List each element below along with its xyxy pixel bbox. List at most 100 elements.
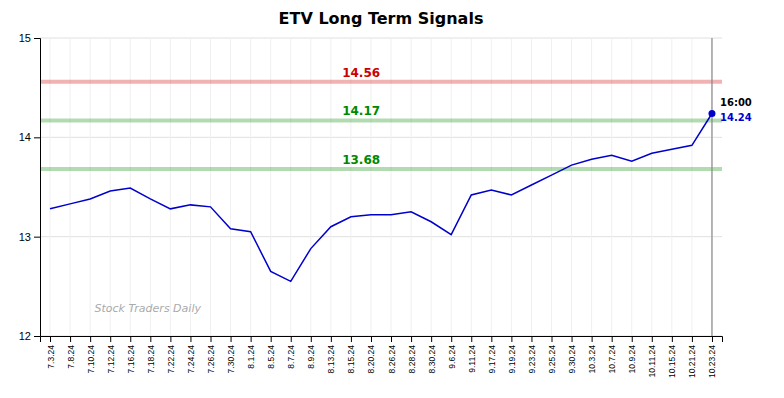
tick-mark <box>391 336 392 342</box>
tick: 7.26.24 <box>206 336 216 373</box>
tick: 9.25.24 <box>547 336 557 373</box>
tick-mark <box>712 336 713 342</box>
tick-label: 8.5.24 <box>266 345 276 369</box>
tick-label: 7.18.24 <box>146 345 156 374</box>
tick-label: 7.10.24 <box>86 345 96 374</box>
tick: 7.8.24 <box>66 336 76 369</box>
tick-label: 7.16.24 <box>126 345 136 374</box>
tick-mark <box>231 336 232 342</box>
tick-label: 9.30.24 <box>567 345 577 374</box>
last-marker-line <box>711 38 712 336</box>
tick: 10.23.24 <box>707 336 717 378</box>
tick-label: 12 <box>19 330 31 342</box>
watermark: Stock Traders Daily <box>95 302 202 315</box>
tick-mark <box>331 336 332 342</box>
tick-label: 8.30.24 <box>427 345 437 374</box>
tick: 8.13.24 <box>326 336 336 373</box>
tick: 9.6.24 <box>447 336 457 369</box>
tick-label: 7.30.24 <box>226 345 236 374</box>
tick-label: 8.7.24 <box>286 345 296 369</box>
signal-label: 14.17 <box>342 104 380 118</box>
tick-mark <box>34 137 40 138</box>
tick: 7.10.24 <box>86 336 96 373</box>
grid-line <box>40 38 722 39</box>
tick: 8.20.24 <box>366 336 376 373</box>
tick-label: 7.24.24 <box>186 345 196 374</box>
tick-label: 8.20.24 <box>366 345 376 374</box>
tick-mark <box>34 336 40 337</box>
tick-mark <box>491 336 492 342</box>
tick-mark <box>511 336 512 342</box>
tick-mark <box>451 336 452 342</box>
tick-mark <box>251 336 252 342</box>
tick-mark <box>411 336 412 342</box>
tick-mark <box>351 336 352 342</box>
tick-mark <box>652 336 653 342</box>
signal-band <box>40 80 722 84</box>
grid-line <box>40 137 722 138</box>
tick-label: 9.17.24 <box>487 345 497 374</box>
marks <box>40 38 722 336</box>
tick: 10.7.24 <box>607 336 617 373</box>
tick: 8.9.24 <box>306 336 316 369</box>
grid-line <box>711 38 712 336</box>
tick-mark <box>90 336 91 342</box>
tick-label: 10.15.24 <box>667 345 677 378</box>
tick: 13 <box>19 231 40 243</box>
tick-label: 9.11.24 <box>467 345 477 373</box>
last-point <box>708 110 715 117</box>
tick-mark <box>552 336 553 342</box>
tick-mark <box>34 38 40 39</box>
tick-label: 10.11.24 <box>647 345 657 378</box>
tick: 7.18.24 <box>146 336 156 373</box>
title: ETV Long Term Signals <box>279 9 484 28</box>
tick: 8.15.24 <box>346 336 356 373</box>
tick-label: 9.6.24 <box>447 345 457 369</box>
tick-mark <box>672 336 673 342</box>
tick: 8.1.24 <box>246 336 256 369</box>
tick-label: 10.7.24 <box>607 345 617 374</box>
tick-label: 10.3.24 <box>587 345 597 374</box>
tick-label: 14 <box>19 131 31 143</box>
tick-mark <box>50 336 51 342</box>
tick: 9.19.24 <box>507 336 517 373</box>
tick-label: 15 <box>19 32 31 44</box>
tick-mark <box>271 336 272 342</box>
tick: 7.12.24 <box>106 336 116 373</box>
tick-label: 8.1.24 <box>246 345 256 369</box>
tick: 8.30.24 <box>427 336 437 373</box>
tick: 15 <box>19 32 40 44</box>
tick-label: 8.28.24 <box>407 345 417 374</box>
tick-label: 8.13.24 <box>326 345 336 374</box>
tick-label: 7.3.24 <box>46 345 56 369</box>
tick-mark <box>692 336 693 342</box>
time-label: 16:00 <box>720 97 752 108</box>
axis-line <box>34 39 41 337</box>
tick: 12 <box>19 330 40 342</box>
tick: 7.30.24 <box>226 336 236 373</box>
tick-mark <box>572 336 573 342</box>
chart: ETV Long Term Signals 12 13 14 15 7.3.24 7.8.2… <box>0 0 784 398</box>
axis-line <box>41 337 723 343</box>
tick-label: 10.9.24 <box>627 345 637 374</box>
tick-label: 9.25.24 <box>547 345 557 374</box>
tick: 10.11.24 <box>647 336 657 377</box>
price-line <box>50 113 712 281</box>
tick-label: 9.23.24 <box>527 345 537 374</box>
signal-label: 14.56 <box>342 66 380 80</box>
tick-label: 7.12.24 <box>106 345 116 374</box>
tick-mark <box>291 336 292 342</box>
tick-label: 8.9.24 <box>306 345 316 369</box>
tick-mark <box>471 336 472 342</box>
tick: 10.3.24 <box>587 336 597 373</box>
tick-mark <box>150 336 151 342</box>
tick-mark <box>311 336 312 342</box>
last-value-label: 14.24 <box>720 112 752 123</box>
tick-mark <box>70 336 71 342</box>
tick-mark <box>612 336 613 342</box>
signal-band <box>40 167 722 171</box>
tick-mark <box>170 336 171 342</box>
tick-label: 13 <box>19 231 31 243</box>
tick-mark <box>130 336 131 342</box>
tick: 7.3.24 <box>46 336 56 369</box>
